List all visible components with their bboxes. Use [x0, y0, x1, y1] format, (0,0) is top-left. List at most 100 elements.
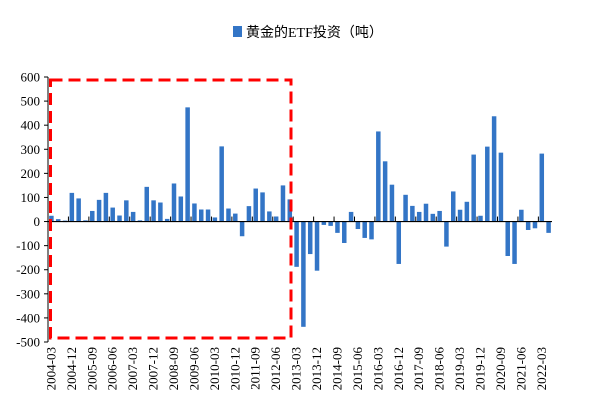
bar [376, 131, 381, 222]
x-tick-label: 2013-12 [309, 347, 324, 390]
x-tick-label: 2019-03 [452, 347, 467, 390]
y-tick-label: -300 [16, 286, 40, 301]
x-tick-label: 2010-03 [207, 347, 222, 390]
bar [335, 221, 340, 233]
bar [328, 221, 333, 226]
bar [314, 221, 320, 271]
bar [464, 201, 470, 222]
x-tick-label: 2007-03 [125, 347, 140, 390]
bar [103, 192, 109, 222]
x-tick-label: 2020-09 [493, 347, 508, 390]
bar [539, 153, 545, 222]
bar [226, 208, 231, 222]
bar [110, 207, 115, 222]
bar [362, 221, 367, 238]
bar [294, 221, 299, 267]
x-tick-label: 2014-09 [329, 347, 344, 390]
x-tick-label: 2019-12 [472, 347, 487, 390]
x-tick-label: 2016-03 [370, 347, 385, 390]
bar [212, 217, 218, 222]
x-tick-label: 2004-03 [43, 347, 58, 390]
bar [416, 211, 422, 222]
bar [403, 194, 408, 222]
bar [532, 221, 538, 229]
y-tick-label: 400 [21, 118, 41, 133]
bar [171, 183, 177, 222]
bar [355, 221, 361, 230]
bar [55, 219, 61, 222]
y-tick-label: -500 [16, 335, 40, 350]
bar [130, 211, 136, 222]
y-tick-label: -100 [16, 238, 40, 253]
bar [273, 216, 279, 222]
bar [192, 203, 197, 222]
bar [444, 221, 449, 247]
bar [239, 221, 245, 237]
x-tick-label: 2006-06 [105, 347, 120, 391]
bar [96, 199, 102, 222]
bar [69, 192, 75, 222]
x-tick-label: 2016-12 [391, 347, 406, 390]
bar [158, 202, 163, 222]
bar [512, 221, 517, 264]
bar [457, 209, 463, 222]
bar [389, 184, 395, 222]
bar [505, 221, 510, 256]
bar [348, 211, 354, 222]
legend-swatch [233, 26, 242, 37]
bar [301, 221, 306, 327]
bar [382, 161, 388, 222]
bar [525, 221, 531, 230]
x-tick-label: 2022-03 [534, 347, 549, 390]
x-tick-label: 2011-09 [248, 347, 263, 390]
y-tick-label: 100 [21, 190, 41, 205]
bar [185, 107, 190, 222]
bar [423, 203, 429, 222]
highlight-dashed-box [49, 78, 293, 340]
bar [90, 210, 95, 222]
x-tick-label: 2008-09 [166, 347, 181, 390]
bar [233, 213, 238, 222]
y-tick-label: 300 [21, 142, 41, 157]
x-tick-label: 2005-09 [84, 347, 99, 390]
bar [369, 221, 374, 240]
x-axis: 2004-03 2004-12 2005-09 2006-06 2007-03 2007-… [43, 216, 552, 391]
y-tick-label: 200 [21, 166, 41, 181]
y-tick-label: 0 [34, 214, 41, 229]
bar [396, 221, 402, 264]
x-tick-label: 2017-09 [411, 347, 426, 390]
bar [280, 185, 286, 222]
bar [478, 215, 483, 222]
bar [498, 152, 504, 222]
bar [450, 191, 456, 222]
bar [219, 146, 224, 222]
bar [117, 215, 122, 222]
bar [144, 186, 150, 222]
x-tick-label: 2007-12 [146, 347, 161, 390]
bar [307, 221, 313, 255]
bar [546, 221, 551, 233]
bar [76, 198, 81, 222]
bar [471, 154, 476, 222]
bar [178, 196, 184, 222]
y-tick-label: -200 [16, 262, 40, 277]
bar [260, 192, 265, 222]
bar [519, 209, 524, 222]
bar [164, 218, 170, 222]
legend-label: 黄金的ETF投资（吨） [246, 24, 383, 41]
bar [342, 221, 347, 243]
bar [246, 206, 252, 222]
bar [430, 213, 436, 222]
x-tick-label: 2009-06 [186, 347, 201, 391]
x-tick-label: 2012-06 [268, 347, 283, 391]
bar [253, 188, 258, 222]
bar [321, 221, 327, 225]
y-tick-label: 500 [21, 94, 41, 109]
bar [491, 116, 497, 222]
y-tick-label: -400 [16, 310, 40, 325]
x-tick-label: 2018-06 [432, 347, 447, 391]
x-tick-label: 2015-06 [350, 347, 365, 391]
bar [124, 200, 129, 222]
bar [437, 210, 442, 222]
